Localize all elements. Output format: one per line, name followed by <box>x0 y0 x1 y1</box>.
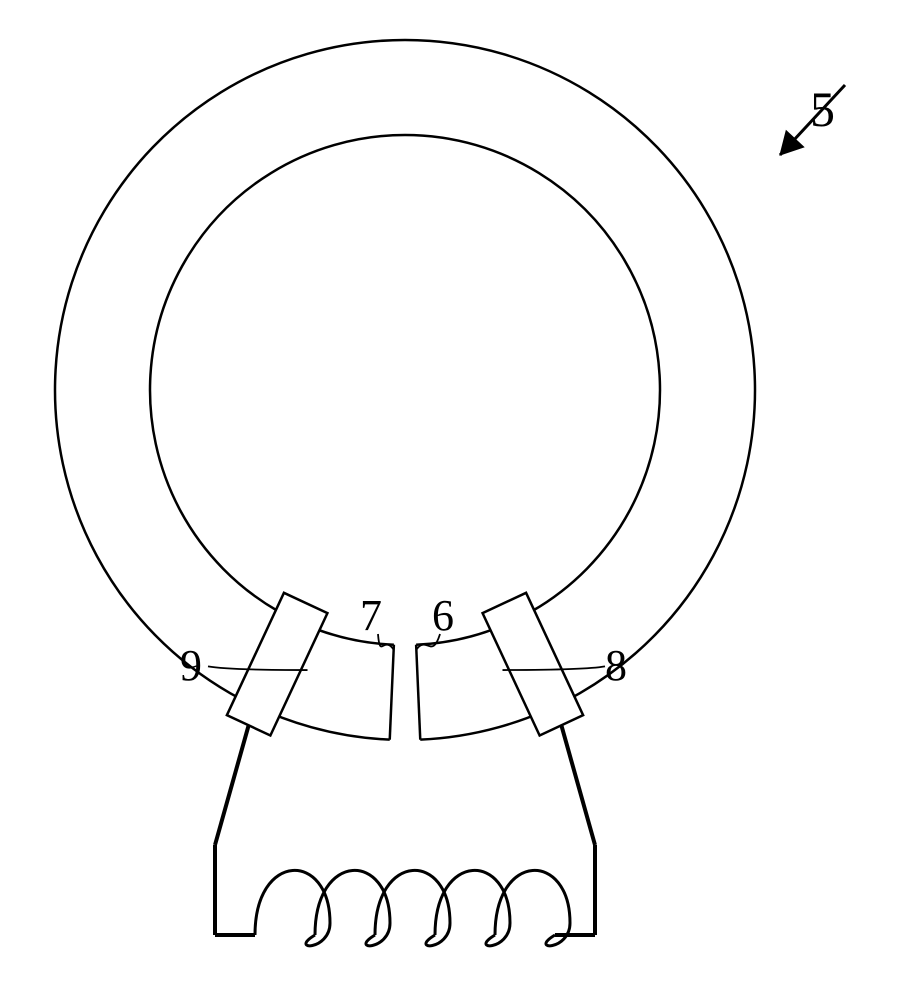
diagram-canvas: 5 6 7 8 9 <box>0 0 919 1000</box>
diagram-svg <box>0 0 919 1000</box>
label-9: 9 <box>180 640 202 691</box>
label-7: 7 <box>360 590 382 641</box>
label-8: 8 <box>605 640 627 691</box>
label-5: 5 <box>810 80 835 138</box>
label-6: 6 <box>432 590 454 641</box>
